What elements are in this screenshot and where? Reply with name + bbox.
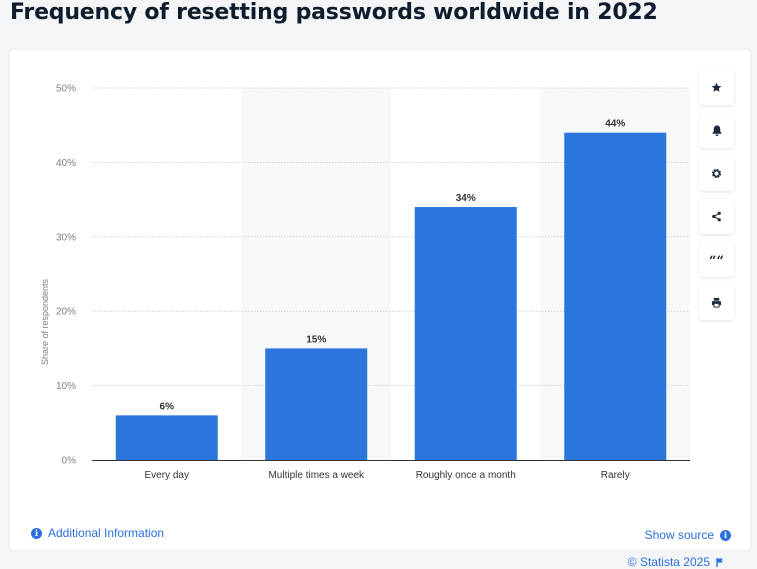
- quote-icon: ““: [709, 254, 724, 269]
- y-tick-label: 0%: [62, 456, 77, 467]
- info-icon: i: [31, 527, 42, 539]
- x-tick-label: Roughly once a month: [416, 470, 516, 481]
- credit-text: © Statista 2025: [627, 555, 710, 569]
- data-label: 15%: [306, 334, 326, 345]
- data-label: 44%: [605, 119, 625, 130]
- bell-icon: [712, 125, 721, 136]
- y-tick-label: 30%: [56, 232, 76, 243]
- share-button[interactable]: [699, 199, 734, 234]
- gear-icon: [711, 168, 722, 179]
- notification-button[interactable]: [699, 113, 734, 148]
- x-tick-label: Rarely: [601, 470, 630, 481]
- additional-information-link[interactable]: i Additional Information: [31, 526, 164, 540]
- y-tick-label: 40%: [56, 158, 76, 169]
- flag-icon: [716, 557, 723, 567]
- print-button[interactable]: [699, 285, 734, 320]
- statista-credit[interactable]: © Statista 2025: [628, 555, 724, 569]
- star-icon: [711, 82, 722, 92]
- bar: [564, 132, 667, 460]
- favorite-button[interactable]: [699, 70, 734, 105]
- data-label: 34%: [456, 193, 476, 204]
- cite-button[interactable]: ““: [699, 242, 734, 277]
- data-label: 6%: [160, 401, 175, 412]
- chart-toolbar: ““: [699, 70, 734, 328]
- info-icon: i: [720, 529, 731, 541]
- x-tick-label: Every day: [145, 470, 189, 481]
- x-axis-labels: Every day Multiple times a week Roughly on…: [145, 470, 630, 481]
- y-tick-label: 50%: [56, 84, 76, 95]
- print-icon: [711, 297, 722, 308]
- chart-card: 0% 10% 20% 30% 40% 50% Share of respondents 6…: [10, 50, 750, 569]
- bar: [414, 207, 517, 460]
- y-axis-title: Share of respondents: [40, 278, 50, 365]
- y-tick-label: 10%: [56, 381, 76, 392]
- show-source-link[interactable]: Show source i: [645, 528, 731, 542]
- show-source-label: Show source: [644, 528, 714, 542]
- settings-button[interactable]: [699, 156, 734, 191]
- x-tick-label: Multiple times a week: [268, 470, 365, 481]
- y-tick-label: 20%: [56, 307, 76, 318]
- bar: [115, 415, 218, 460]
- bars: [115, 132, 667, 460]
- bar: [265, 348, 368, 460]
- bar-chart: 0% 10% 20% 30% 40% 50% Share of respondents 6…: [40, 84, 690, 481]
- page-title: Frequency of resetting passwords worldwi…: [10, 0, 658, 25]
- additional-information-label: Additional Information: [48, 526, 165, 540]
- value-labels: 6% 15% 34% 44%: [160, 119, 626, 413]
- share-icon: [712, 211, 721, 222]
- y-axis-ticks: 0% 10% 20% 30% 40% 50%: [56, 84, 76, 467]
